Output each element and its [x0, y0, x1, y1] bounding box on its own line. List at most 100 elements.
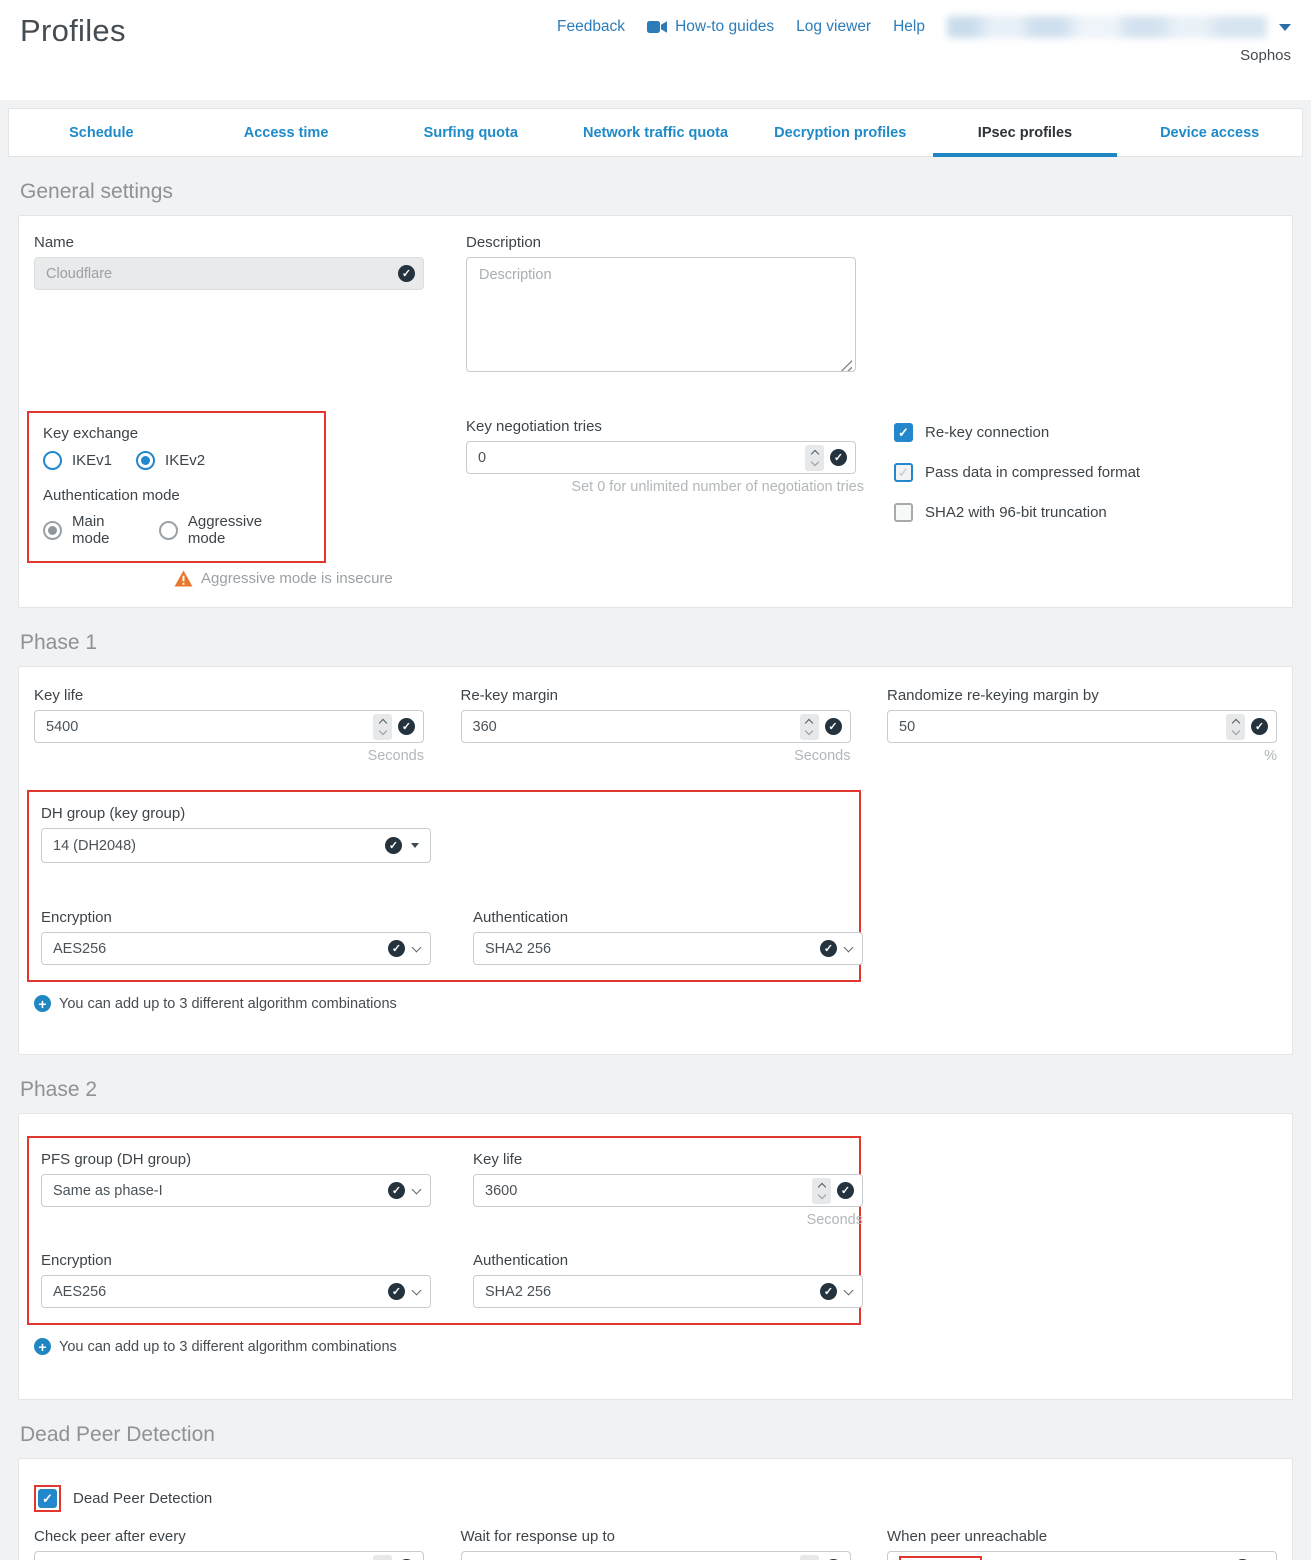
- tab-label: Device access: [1160, 124, 1260, 141]
- phase2-key-life-input[interactable]: ✓: [473, 1174, 863, 1207]
- phase1-encryption-group: Encryption AES256 ✓: [41, 909, 473, 965]
- description-textarea[interactable]: [466, 257, 856, 372]
- number-stepper[interactable]: [373, 1554, 392, 1560]
- page-title: Profiles: [20, 13, 126, 48]
- warning-text: Aggressive mode is insecure: [201, 570, 393, 587]
- plus-circle-icon[interactable]: +: [34, 995, 51, 1012]
- phase1-encryption-select[interactable]: AES256 ✓: [41, 932, 431, 965]
- check-peer-input[interactable]: ✓: [34, 1551, 424, 1560]
- rekey-connection-checkbox[interactable]: ✓: [894, 423, 913, 442]
- ipsec-profile-form: General settings Name ✓ Description: [0, 180, 1311, 1560]
- tab-device-access[interactable]: Device access: [1117, 109, 1302, 156]
- caret-down-icon: [1279, 23, 1291, 31]
- check-circle-icon: ✓: [398, 265, 415, 282]
- key-exchange-label: Key exchange: [43, 425, 139, 442]
- number-stepper[interactable]: [799, 1554, 819, 1560]
- compressed-format-checkbox[interactable]: ✓: [894, 463, 913, 482]
- radio-ikev1-label: IKEv1: [72, 452, 113, 469]
- authentication-label: Authentication: [473, 1252, 569, 1269]
- caret-down-icon: [411, 843, 419, 848]
- key-exchange-options: IKEv1 IKEv2: [43, 451, 310, 470]
- peer-unreachable-value-annotation: Re-initiate: [899, 1556, 983, 1560]
- phase2-panel: PFS group (DH group) Same as phase-I ✓ K…: [18, 1113, 1293, 1400]
- phase1-rekey-margin-input[interactable]: ✓: [460, 710, 851, 743]
- number-stepper[interactable]: [805, 444, 824, 471]
- number-stepper[interactable]: [799, 713, 819, 740]
- note-text: You can add up to 3 different algorithm …: [59, 1338, 397, 1355]
- dpd-panel: ✓ Dead Peer Detection Check peer after e…: [18, 1458, 1293, 1560]
- encryption-label: Encryption: [41, 1252, 112, 1269]
- phase2-key-life-unit: Seconds: [806, 1212, 863, 1228]
- plus-circle-icon[interactable]: +: [34, 1338, 51, 1355]
- radio-aggressive-mode[interactable]: [158, 520, 178, 540]
- phase1-key-life-group: Key life ✓ Seconds: [34, 687, 424, 764]
- key-negotiation-value[interactable]: [478, 449, 805, 466]
- name-value: [46, 265, 398, 282]
- dh-group-select[interactable]: 14 (DH2048) ✓: [41, 828, 431, 863]
- tab-ipsec-profiles[interactable]: IPsec profiles: [932, 109, 1118, 157]
- sha2-truncation-checkbox[interactable]: [894, 503, 913, 522]
- encryption-value: AES256: [53, 1283, 107, 1300]
- tab-schedule[interactable]: Schedule: [9, 109, 194, 156]
- help-link[interactable]: Help: [893, 18, 925, 35]
- phase1-authentication-select[interactable]: SHA2 256 ✓: [473, 932, 863, 965]
- dpd-enable-checkbox[interactable]: ✓: [38, 1489, 57, 1508]
- radio-ikev2[interactable]: [136, 451, 156, 470]
- number-stepper[interactable]: [373, 713, 392, 740]
- phase1-key-life-value[interactable]: [46, 718, 373, 735]
- randomize-unit: %: [1264, 748, 1277, 764]
- phase2-key-life-value[interactable]: [485, 1182, 812, 1199]
- phase1-rekey-margin-value[interactable]: [472, 718, 800, 735]
- general-settings-panel: Name ✓ Description Key exchange: [18, 215, 1293, 608]
- chevron-down-icon: [843, 942, 854, 952]
- active-tab-underline: [932, 153, 1118, 157]
- check-circle-icon: ✓: [820, 940, 837, 957]
- key-negotiation-input[interactable]: ✓: [466, 441, 856, 474]
- check-circle-icon: ✓: [385, 837, 402, 854]
- tab-access-time[interactable]: Access time: [194, 109, 379, 156]
- rekey-margin-unit: Seconds: [794, 748, 851, 764]
- note-text: You can add up to 3 different algorithm …: [59, 995, 397, 1012]
- pfs-group-field-group: PFS group (DH group) Same as phase-I ✓: [41, 1151, 473, 1228]
- phase2-key-life-group: Key life ✓ Seconds: [473, 1151, 863, 1228]
- peer-unreachable-select[interactable]: Re-initiate ✓: [887, 1551, 1277, 1560]
- dh-group-label: DH group (key group): [41, 805, 186, 822]
- phase1-key-life-input[interactable]: ✓: [34, 710, 424, 743]
- video-camera-icon: [647, 21, 668, 33]
- encryption-label: Encryption: [41, 909, 112, 926]
- wait-response-group: Wait for response up to ✓ Seconds: [460, 1528, 851, 1560]
- radio-ikev1[interactable]: [43, 451, 62, 470]
- phase1-randomize-input[interactable]: ✓: [887, 710, 1277, 743]
- howto-guides-link[interactable]: How-to guides: [647, 18, 774, 36]
- key-life-label: Key life: [34, 687, 84, 704]
- tab-surfing-quota[interactable]: Surfing quota: [378, 109, 563, 156]
- feedback-link[interactable]: Feedback: [556, 18, 626, 35]
- phase2-authentication-group: Authentication SHA2 256 ✓: [473, 1252, 863, 1308]
- peer-unreachable-group: When peer unreachable Re-initiate ✓: [887, 1528, 1277, 1560]
- encryption-value: AES256: [53, 940, 107, 957]
- description-field-group: Description: [466, 234, 894, 377]
- number-stepper[interactable]: [1226, 713, 1245, 740]
- compressed-format-label: Pass data in compressed format: [925, 464, 1141, 481]
- aggressive-mode-warning: Aggressive mode is insecure: [174, 570, 466, 587]
- tab-decryption-profiles[interactable]: Decryption profiles: [748, 109, 933, 156]
- header-right: Feedback How-to guides Log viewer Help S…: [557, 10, 1293, 64]
- number-stepper[interactable]: [812, 1177, 831, 1204]
- log-viewer-link[interactable]: Log viewer: [796, 18, 872, 35]
- dpd-enable-row: ✓ Dead Peer Detection: [34, 1485, 1277, 1512]
- phase2-heading: Phase 2: [20, 1078, 98, 1101]
- check-circle-icon: ✓: [830, 449, 847, 466]
- tab-network-traffic-quota[interactable]: Network traffic quota: [563, 109, 748, 156]
- chevron-down-icon: [411, 1285, 422, 1295]
- phase2-encryption-select[interactable]: AES256 ✓: [41, 1275, 431, 1308]
- dh-group-field-group: DH group (key group) 14 (DH2048) ✓: [41, 805, 849, 863]
- radio-main-mode[interactable]: [43, 520, 62, 540]
- phase2-authentication-select[interactable]: SHA2 256 ✓: [473, 1275, 863, 1308]
- name-label: Name: [34, 234, 75, 251]
- tab-label: Schedule: [69, 124, 134, 141]
- phase1-randomize-value[interactable]: [899, 718, 1226, 735]
- account-selector[interactable]: [947, 15, 1293, 39]
- phase2-add-combination-note: + You can add up to 3 different algorith…: [34, 1338, 1277, 1355]
- wait-response-input[interactable]: ✓: [460, 1551, 851, 1560]
- pfs-group-select[interactable]: Same as phase-I ✓: [41, 1174, 431, 1207]
